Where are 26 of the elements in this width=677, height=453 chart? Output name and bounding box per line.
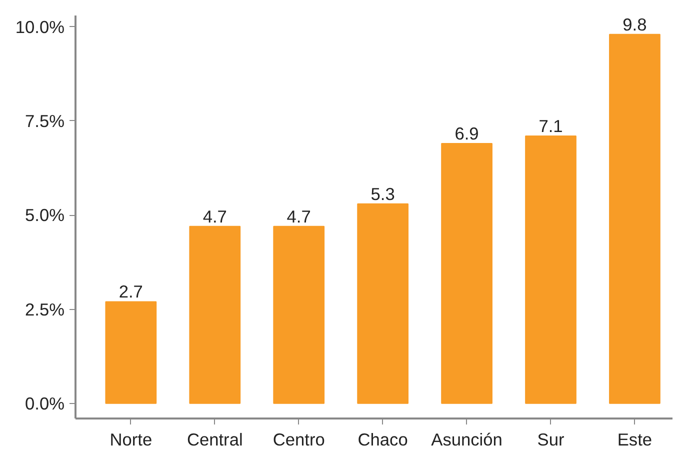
y-tick-label: 2.5% (25, 299, 65, 320)
data-label: 6.9 (454, 124, 479, 144)
data-label: 9.8 (622, 14, 647, 34)
bar (273, 226, 325, 404)
data-label: 5.3 (370, 184, 395, 204)
y-tick-label: 0.0% (25, 393, 65, 414)
data-label: 7.1 (538, 116, 563, 136)
x-tick-label: Sur (537, 430, 564, 450)
data-label: 2.7 (118, 282, 143, 302)
y-tick-label: 7.5% (25, 110, 65, 131)
bar (105, 301, 157, 404)
data-label: 4.7 (202, 206, 227, 226)
x-tick-label: Centro (272, 430, 325, 450)
x-tick-label: Central (186, 430, 243, 450)
bar (441, 143, 492, 404)
x-tick-label: Asunción (431, 430, 502, 450)
data-label: 4.7 (286, 206, 311, 226)
y-tick-label: 10.0% (15, 16, 65, 37)
bar (357, 203, 409, 404)
y-tick-label: 5.0% (25, 205, 65, 226)
bar (609, 34, 660, 404)
bar (525, 136, 576, 404)
x-tick-label: Chaco (358, 430, 408, 450)
bar (189, 226, 241, 404)
x-tick-label: Este (617, 430, 652, 450)
x-tick-label: Norte (110, 430, 152, 450)
